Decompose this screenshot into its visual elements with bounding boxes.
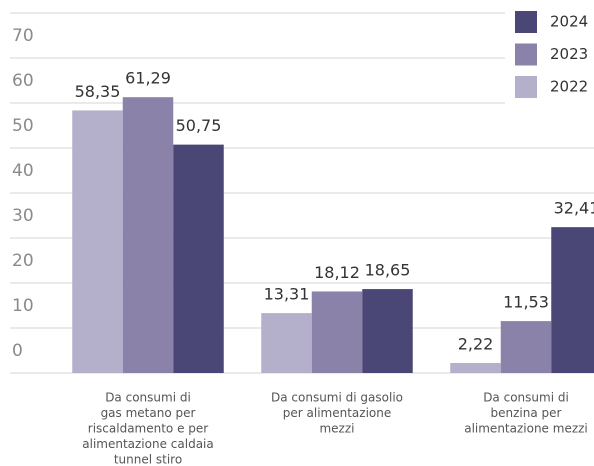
bar xyxy=(450,363,501,373)
x-tick-label: riscaldamento e per xyxy=(88,422,209,436)
legend-label: 2024 xyxy=(550,13,588,31)
legend-swatch xyxy=(515,43,537,66)
bar xyxy=(261,313,312,373)
value-label: 18,12 xyxy=(314,263,360,282)
x-tick-label: alimentazione mezzi xyxy=(464,422,588,436)
x-tick-label: alimentazione caldaia xyxy=(82,437,213,451)
x-tick-label: benzina per xyxy=(491,406,562,420)
y-tick-label: 70 xyxy=(12,26,34,46)
legend-label: 2023 xyxy=(550,45,588,63)
legend-swatch xyxy=(515,76,537,98)
x-tick-label: gas metano per xyxy=(101,406,196,420)
y-tick-label: 40 xyxy=(12,161,34,181)
bar xyxy=(551,227,594,373)
value-label: 58,35 xyxy=(75,82,121,101)
value-label: 61,29 xyxy=(125,69,171,88)
bar xyxy=(122,97,174,373)
bar xyxy=(72,110,123,374)
value-label: 13,31 xyxy=(264,285,310,304)
x-tick-label: tunnel stiro xyxy=(114,453,182,466)
bar xyxy=(500,321,552,373)
y-tick-label: 50 xyxy=(12,116,34,136)
x-tick-label: Da consumi di xyxy=(483,391,569,405)
bar xyxy=(311,291,363,373)
value-label: 11,53 xyxy=(503,293,549,312)
y-tick-label: 0 xyxy=(12,341,23,361)
y-tick-label: 10 xyxy=(12,296,34,316)
y-tick-label: 60 xyxy=(12,71,34,91)
y-tick-label: 20 xyxy=(12,251,34,271)
y-tick-label: 30 xyxy=(12,206,34,226)
x-tick-label: Da consumi di xyxy=(105,391,191,405)
legend-swatch xyxy=(515,11,537,33)
x-tick-label: per alimentazione xyxy=(283,406,391,420)
value-label: 32,41 xyxy=(554,199,594,218)
value-label: 50,75 xyxy=(176,116,222,135)
x-tick-label: mezzi xyxy=(319,422,354,436)
value-label: 2,22 xyxy=(458,335,494,354)
value-label: 18,65 xyxy=(365,261,411,280)
legend-label: 2022 xyxy=(550,78,588,96)
bar xyxy=(173,144,224,373)
bar xyxy=(362,289,413,373)
x-tick-label: Da consumi di gasolio xyxy=(271,391,403,405)
